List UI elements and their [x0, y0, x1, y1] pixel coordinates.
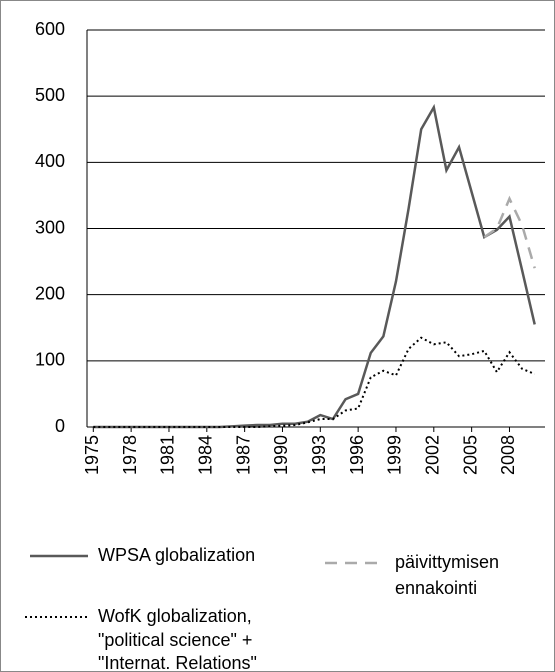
legend-label: ennakointi — [395, 578, 477, 598]
x-tick-label: 1996 — [347, 435, 367, 475]
legend-label: WofK globalization, — [98, 606, 252, 626]
x-tick-label: 1981 — [158, 435, 178, 475]
legend-label: päivittymisen — [395, 552, 499, 572]
y-tick-label: 0 — [55, 416, 65, 436]
x-tick-label: 1987 — [233, 435, 253, 475]
x-tick-label: 2005 — [460, 435, 480, 475]
x-tick-label: 2008 — [498, 435, 518, 475]
x-tick-label: 1993 — [309, 435, 329, 475]
series-line — [483, 195, 536, 269]
y-tick-label: 500 — [35, 85, 65, 105]
x-tick-label: 1984 — [196, 435, 216, 475]
x-tick-label: 1999 — [385, 435, 405, 475]
legend-label: "political science" + — [98, 630, 252, 650]
x-tick-label: 2002 — [423, 435, 443, 475]
y-tick-label: 200 — [35, 283, 65, 303]
x-tick-label: 1990 — [271, 435, 291, 475]
legend-label: WPSA globalization — [98, 545, 255, 565]
x-tick-label: 1975 — [82, 435, 102, 475]
legend-label: "Internat. Relations" — [98, 653, 257, 672]
y-tick-label: 400 — [35, 151, 65, 171]
series-line — [93, 103, 536, 429]
y-tick-label: 300 — [35, 217, 65, 237]
y-tick-label: 600 — [35, 19, 65, 39]
x-tick-label: 1978 — [120, 435, 140, 475]
y-tick-label: 100 — [35, 350, 65, 370]
series-line — [93, 336, 536, 428]
